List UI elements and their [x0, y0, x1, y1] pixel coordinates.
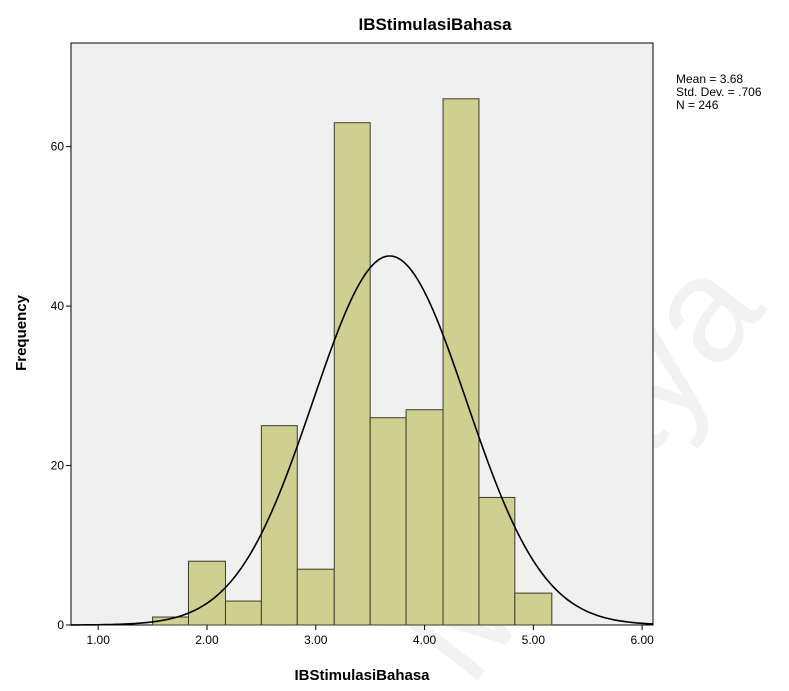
histogram-bar-10 — [514, 592, 553, 626]
y-tick-label-0: 0 — [57, 618, 64, 632]
histogram-bar-2 — [224, 600, 262, 626]
histogram-bars — [152, 98, 553, 626]
stat-n: N = 246 — [676, 98, 719, 112]
normal-curve — [70, 255, 654, 626]
x-tick-label-4: 5.00 — [522, 633, 546, 647]
stat-std-dev: Std. Dev. = .706 — [676, 85, 762, 99]
chart-title: IBStimulasiBahasa — [358, 15, 512, 34]
x-tick-label-0: 1.00 — [87, 633, 111, 647]
x-tick-label-2: 3.00 — [304, 633, 328, 647]
histogram-bar-8 — [442, 98, 480, 626]
stat-mean: Mean = 3.68 — [676, 72, 743, 86]
y-tick-label-1: 20 — [51, 459, 65, 473]
histogram-bar-3 — [260, 425, 298, 626]
histogram-bar-6 — [369, 417, 407, 626]
axes: 1.00 2.00 3.00 4.00 5.00 6.00 0 20 40 60 — [51, 140, 654, 647]
y-axis-title: Frequency — [13, 294, 30, 371]
x-tick-label-5: 6.00 — [630, 633, 654, 647]
x-axis-title: IBStimulasiBahasa — [294, 667, 430, 684]
summary-stats: Mean = 3.68 Std. Dev. = .706 N = 246 — [676, 72, 762, 112]
histogram-bar-4 — [296, 568, 335, 626]
y-tick-label-3: 60 — [51, 140, 65, 154]
x-tick-label-1: 2.00 — [195, 633, 219, 647]
histogram-bar-9 — [478, 496, 516, 626]
y-tick-label-2: 40 — [51, 299, 65, 313]
x-tick-label-3: 4.00 — [413, 633, 437, 647]
histogram-bar-7 — [405, 409, 444, 626]
histogram-bar-5 — [333, 122, 371, 626]
